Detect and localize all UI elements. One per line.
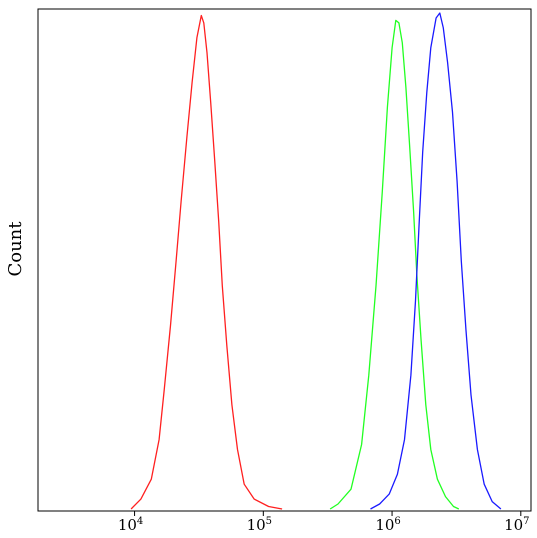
histogram-series-3 <box>370 12 502 510</box>
y-axis-label: Count <box>5 221 26 277</box>
histogram-series-2 <box>329 19 460 510</box>
x-tick-label: 107 <box>504 516 529 534</box>
x-tick-label: 104 <box>118 516 143 534</box>
histogram-series-1 <box>130 14 283 510</box>
x-tick-label: 106 <box>375 516 400 534</box>
series-layer <box>130 12 502 510</box>
x-tick-label: 105 <box>247 516 272 534</box>
plot-frame <box>37 8 532 512</box>
x-axis-ticks: 104 105 106 107 <box>118 511 530 534</box>
